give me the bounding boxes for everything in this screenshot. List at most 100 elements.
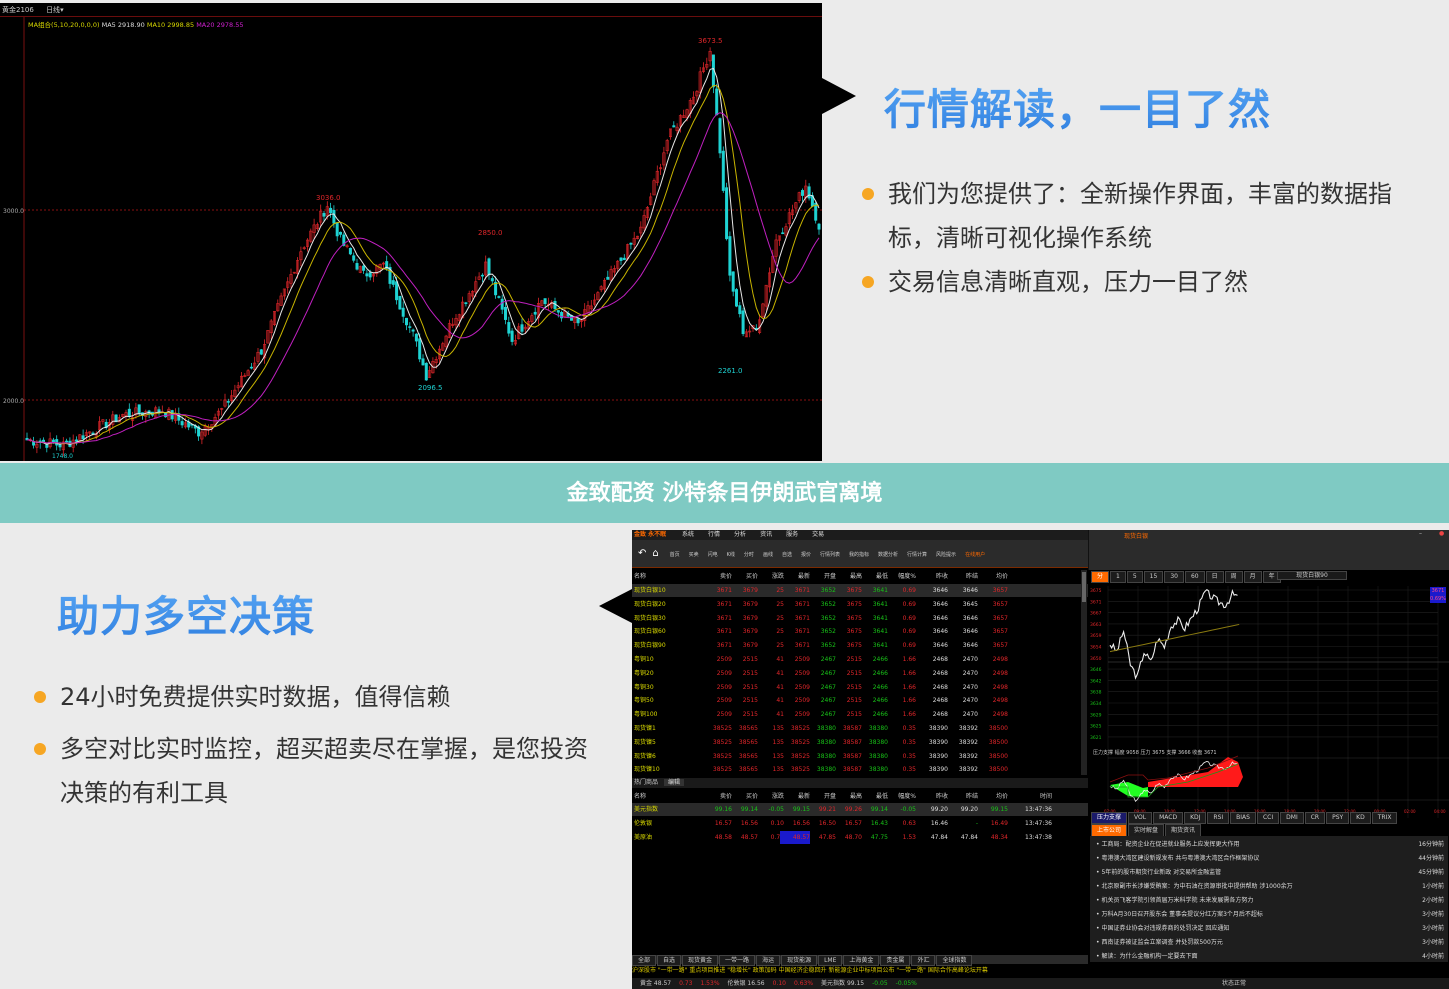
ma-set-label[interactable]: MA组合(5,10,20,0,0,0) <box>28 21 100 29</box>
home-icon[interactable]: ⌂ <box>652 548 659 559</box>
table-row[interactable]: 现货镍10 38525 38565 135 38525 38380 38587 38380 0.… <box>632 763 1088 776</box>
period-tab[interactable]: 15 <box>1143 571 1164 583</box>
hot-row[interactable]: 美元指数 99.16 99.14 -0.05 99.15 99.21 99.26 99.14 -… <box>632 803 1088 816</box>
news-ticker[interactable]: 沪深股市 "一带一路" 重点项目推进 "稳增长" 政策加码 中国经济企稳回升 新… <box>632 966 1449 976</box>
column-header[interactable]: 卖价 <box>719 793 732 800</box>
column-header[interactable]: 最高 <box>849 793 862 800</box>
hot-row[interactable]: 美原油 48.58 48.57 0.73 48.57 47.85 48.70 47.75 1.5… <box>632 831 1088 844</box>
menu-item[interactable]: 资讯 <box>760 531 773 538</box>
news-item[interactable]: • 西南证券被证监会立案调查 并处罚款500万元 3小时前 <box>1096 936 1444 950</box>
toolbar-button[interactable]: 数据分析 <box>878 552 899 558</box>
column-header[interactable]: 名称 <box>634 573 647 580</box>
period-selector[interactable]: 日线 <box>46 6 61 14</box>
toolbar-button[interactable]: 分时 <box>743 552 754 558</box>
table-row[interactable]: 粤铜10 2509 2515 41 2509 2467 2515 2466 1.66 2468 24… <box>632 653 1088 666</box>
market-tab[interactable]: 现货黄金 <box>682 955 719 966</box>
edit-button[interactable]: 编辑 <box>663 779 684 786</box>
column-header[interactable]: 昨结 <box>965 573 978 580</box>
news-item[interactable]: • 工商局：配资企业在促进就业服务上应发挥更大作用 16分钟前 <box>1096 838 1444 852</box>
hot-row[interactable]: 伦敦银 16.57 16.56 0.10 16.56 16.50 16.57 16.43 0.6… <box>632 817 1088 830</box>
toolbar-button[interactable]: 自选 <box>781 552 792 558</box>
column-header[interactable]: 昨收 <box>935 793 948 800</box>
table-row[interactable]: 现货白银10 3671 3679 25 3671 3652 3675 3641 0.69 3646… <box>632 584 1088 597</box>
table-row[interactable]: 现货镍1 38525 38565 135 38525 38380 38587 38380 0.3… <box>632 722 1088 735</box>
table-row[interactable]: 粤铜20 2509 2515 41 2509 2467 2515 2466 1.66 2468 24… <box>632 667 1088 680</box>
column-header[interactable]: 最新 <box>797 573 810 580</box>
column-header[interactable]: 开盘 <box>823 573 836 580</box>
market-tab[interactable]: 上海黄金 <box>843 955 880 966</box>
column-header[interactable]: 昨结 <box>965 793 978 800</box>
column-header[interactable]: 最低 <box>875 793 888 800</box>
news-item[interactable]: • 北京原副市长涉嫌受贿案：为中石油在资源审批中提供帮助 涉1000余万 1小时前 <box>1096 880 1444 894</box>
menu-item[interactable]: 系统 <box>682 531 695 538</box>
market-tab[interactable]: 自选 <box>657 955 682 966</box>
market-tab[interactable]: 全部 <box>632 955 657 966</box>
indicator-tab[interactable]: DMI <box>1280 812 1304 824</box>
news-item[interactable]: • 万科A月30日召开股东会 董事会提议分红方案3个月后不超标 3小时前 <box>1096 908 1444 922</box>
period-tab[interactable]: 周 <box>1224 571 1243 583</box>
toolbar-button[interactable]: 买卖 <box>688 552 699 558</box>
period-tab[interactable]: 日 <box>1205 571 1224 583</box>
column-header[interactable]: 幅度% <box>898 573 916 580</box>
menu-item[interactable]: 分析 <box>734 531 747 538</box>
market-tab[interactable]: 海运 <box>756 955 781 966</box>
market-tab[interactable]: LME <box>818 955 843 966</box>
menu-item[interactable]: 行情 <box>708 531 721 538</box>
column-header[interactable]: 买价 <box>745 793 758 800</box>
table-row[interactable]: 粤铜30 2509 2515 41 2509 2467 2515 2466 1.66 2468 24… <box>632 681 1088 694</box>
indicator-tab[interactable]: RSI <box>1207 812 1230 824</box>
indicator-tab[interactable]: PSY <box>1326 812 1350 824</box>
column-header[interactable]: 涨跌 <box>771 793 784 800</box>
column-header[interactable]: 最高 <box>849 573 862 580</box>
scrollbar[interactable] <box>1081 570 1087 775</box>
column-header[interactable]: 卖价 <box>719 573 732 580</box>
table-row[interactable]: 现货镍6 38525 38565 135 38525 38380 38587 38380 0.3… <box>632 750 1088 763</box>
indicator-tab[interactable]: CCI <box>1256 812 1280 824</box>
menu-item[interactable]: 服务 <box>786 531 799 538</box>
minimize-icon[interactable]: – <box>1419 530 1422 537</box>
symbol-selector[interactable]: 现货白银90 <box>1277 571 1347 580</box>
table-row[interactable]: 现货白银30 3671 3679 25 3671 3652 3675 3641 0.69 3646… <box>632 612 1088 625</box>
market-tab[interactable]: 全球指数 <box>936 955 973 966</box>
period-tab[interactable]: 5 <box>1126 571 1143 583</box>
period-tab[interactable]: 月 <box>1243 571 1262 583</box>
column-header[interactable]: 最低 <box>875 573 888 580</box>
indicator-tab[interactable]: KD <box>1350 812 1371 824</box>
market-tab[interactable]: 现货能源 <box>781 955 818 966</box>
period-tab[interactable]: 1 <box>1110 571 1126 583</box>
column-header[interactable]: 均价 <box>995 793 1008 800</box>
toolbar-button[interactable]: 行情列表 <box>819 552 840 558</box>
toolbar-button[interactable]: 画线 <box>762 552 773 558</box>
news-item[interactable]: • 5年前的股市期货行业新政 对交易所金融监管 45分钟前 <box>1096 866 1444 880</box>
column-header[interactable]: 涨跌 <box>771 573 784 580</box>
menu-item[interactable]: 交易 <box>812 531 825 538</box>
indicator-tab[interactable]: TRIX <box>1371 812 1398 824</box>
indicator-tab[interactable]: BIAS <box>1230 812 1256 824</box>
table-row[interactable]: 现货白银60 3671 3679 25 3671 3652 3675 3641 0.69 3646… <box>632 625 1088 638</box>
table-row[interactable]: 粤铜50 2509 2515 41 2509 2467 2515 2466 1.66 2468 24… <box>632 694 1088 707</box>
back-icon[interactable]: ↶ <box>638 548 647 559</box>
market-tab[interactable]: 一带一路 <box>719 955 756 966</box>
news-item[interactable]: • 机关员飞客学院引领首届万米科学院 未来发展需各方努力 2小时前 <box>1096 894 1444 908</box>
column-header[interactable]: 均价 <box>995 573 1008 580</box>
market-tab[interactable]: 贵金属 <box>880 955 911 966</box>
market-tab[interactable]: 外汇 <box>911 955 936 966</box>
indicator-tab[interactable]: 压力支撑 <box>1091 812 1128 824</box>
chevron-down-icon[interactable]: ▾ <box>60 6 64 14</box>
table-row[interactable]: 现货白银20 3671 3679 25 3671 3652 3675 3641 0.69 3646… <box>632 598 1088 611</box>
toolbar-button[interactable]: 报价 <box>800 552 811 558</box>
period-tab[interactable]: 30 <box>1164 571 1184 583</box>
kline-chart[interactable]: 黄金2106 日线▾ MA组合(5,10,20,0,0,0) MA5 2918.… <box>0 3 822 461</box>
news-item[interactable]: • 解读：为什么金融机构一定要去下面 4小时前 <box>1096 950 1444 964</box>
indicator-tab[interactable]: KDJ <box>1184 812 1207 824</box>
news-item[interactable]: • 中国证券业协会对违规券商的处罚决定 回应通知 3小时前 <box>1096 922 1444 936</box>
period-tab[interactable]: 分 <box>1091 571 1110 583</box>
table-row[interactable]: 现货白银90 3671 3679 25 3671 3652 3675 3641 0.69 3646… <box>632 639 1088 652</box>
column-header[interactable]: 最新 <box>797 793 810 800</box>
close-icon[interactable]: ● <box>1439 530 1445 537</box>
column-header[interactable]: 名称 <box>634 793 647 800</box>
toolbar-button[interactable]: K线 <box>726 552 735 558</box>
column-header[interactable]: 买价 <box>745 573 758 580</box>
table-row[interactable]: 粤铜100 2509 2515 41 2509 2467 2515 2466 1.66 2468 2… <box>632 708 1088 721</box>
toolbar-button[interactable]: 在线用户 <box>965 552 986 558</box>
